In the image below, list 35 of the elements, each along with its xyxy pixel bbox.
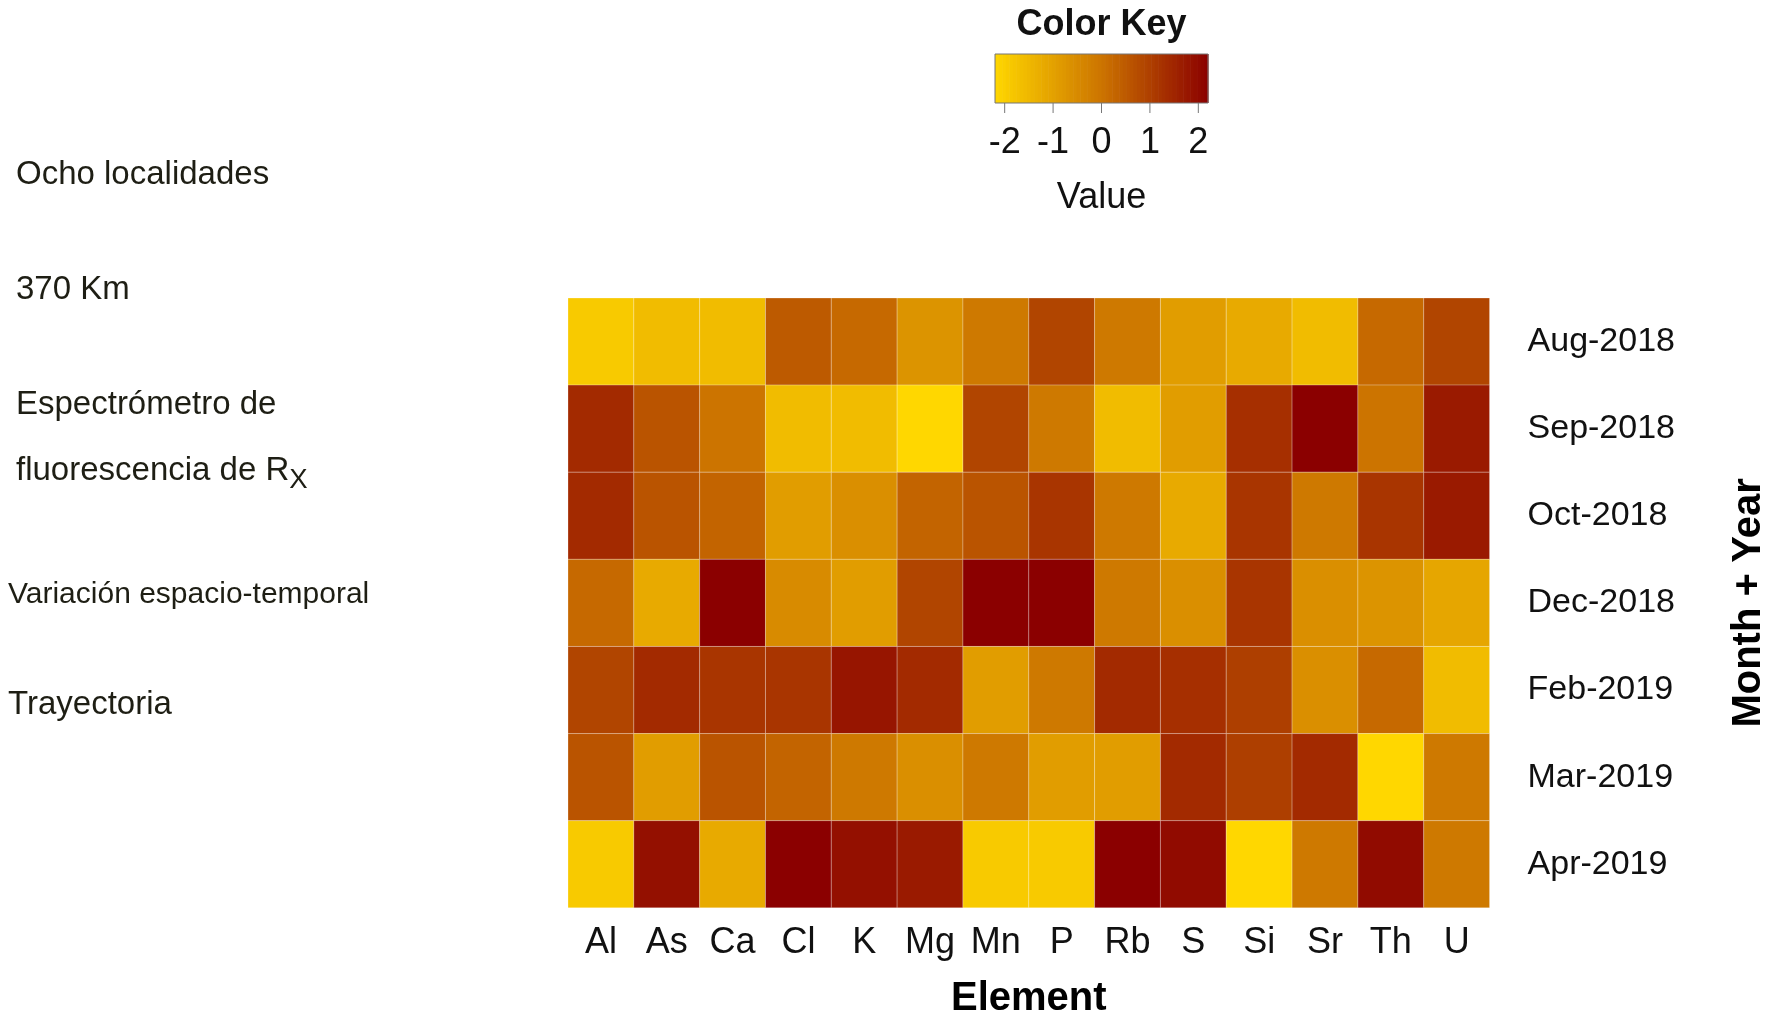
x-tick-label: K [852, 920, 877, 962]
color-bar-label: 0 [1091, 119, 1112, 161]
text: Variación espacio-temporal [8, 575, 371, 611]
y-tick-label: Apr-2019 [1527, 842, 1668, 881]
x-axis-title: Element [950, 974, 1107, 1019]
y-tick-label: Feb-2019 [1527, 668, 1674, 707]
color-bar-title: Value [1056, 174, 1147, 216]
x-tick-label: P [1049, 920, 1074, 962]
color-bar-label: 1 [1139, 119, 1160, 161]
x-tick-label: Si [1243, 920, 1276, 962]
y-tick-label: Sep-2018 [1527, 407, 1676, 446]
x-tick-label: U [1443, 920, 1470, 962]
y-tick-label: Aug-2018 [1527, 319, 1676, 358]
color-bar-label: -1 [1037, 119, 1070, 161]
legend-title: Color Key [1016, 1, 1187, 43]
y-tick-label: Oct-2018 [1527, 494, 1668, 533]
x-tick-label: Mg [905, 920, 956, 962]
x-tick-label: Mn [970, 920, 1021, 962]
x-tick-label: Cl [781, 920, 816, 962]
text: 370 Km [16, 268, 131, 308]
x-tick-label: Ca [709, 920, 757, 962]
y-tick-label: Mar-2019 [1527, 755, 1674, 794]
x-tick-label: Th [1369, 920, 1412, 962]
x-tick-label: S [1181, 920, 1206, 962]
y-tick-label: Dec-2018 [1527, 581, 1675, 620]
text: Espectrómetro de fluorescencia de R$_{X}$ [16, 383, 309, 496]
text: Trayectoria [8, 683, 173, 723]
x-tick-label: Rb [1104, 920, 1151, 962]
color-bar-label: 2 [1188, 119, 1209, 161]
color-bar-label: -2 [988, 119, 1021, 161]
x-tick-label: Al [584, 920, 617, 962]
text: Ocho localidades [16, 153, 271, 193]
x-tick-label: As [645, 920, 688, 962]
y-axis-title: Month + Year [1724, 478, 1769, 728]
x-tick-label: Sr [1306, 920, 1343, 962]
